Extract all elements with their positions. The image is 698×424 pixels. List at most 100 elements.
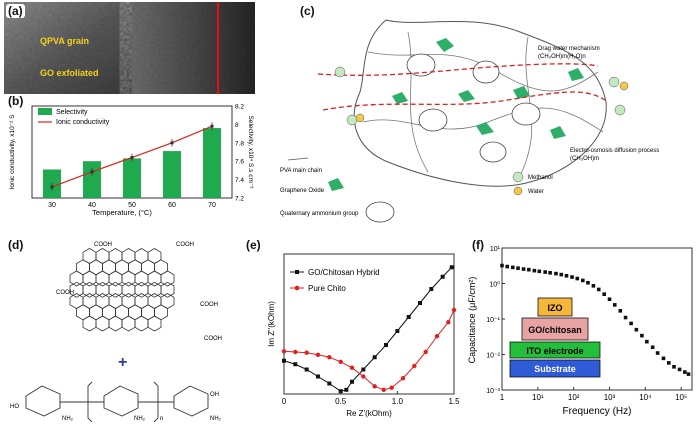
go-hexagon (147, 270, 162, 287)
hybrid-point (372, 355, 377, 360)
legend-marker-hybrid (295, 270, 299, 274)
chart-e-xlabel: Re Z'(kOhm) (346, 409, 392, 418)
hybrid-point (304, 367, 309, 372)
capacitance-point (554, 271, 558, 276)
legend-methanol: Methanol (528, 175, 553, 181)
go-hexagon (82, 315, 97, 332)
sem-right-region (132, 2, 255, 94)
capacitance-point (521, 267, 526, 271)
sem-arrow-icon (216, 92, 220, 94)
methanol-molecule (346, 114, 358, 126)
hybrid-point (361, 367, 366, 372)
device-stack-inset: IZO GO/chitosan ITO electrode Substrate (509, 297, 601, 378)
go-hexagon (69, 270, 84, 287)
go-hexagon (108, 315, 123, 332)
chitosan-point (281, 349, 287, 354)
chart-e-xtick-label: 1.5 (448, 397, 460, 406)
chart-f-xtick-label: 10¹ (532, 393, 544, 402)
go-cooh-label: COOH (56, 290, 74, 296)
legend-label-conductivity: Ionic conductivity (56, 119, 110, 126)
capacitance-point (655, 351, 660, 355)
selectivity-bar (83, 161, 101, 198)
drag-path (317, 63, 599, 76)
legend-label-chitosan: Pure Chito (308, 284, 346, 293)
hybrid-point (440, 274, 445, 279)
panel-b-chart: 30 40 50 60 70 7.2 7.4 7.6 7.8 8 8.2 Selectivity … (4, 94, 255, 218)
chitosan-nh2-label: NH₂ (134, 416, 146, 422)
panel-f-label: (f) (470, 238, 486, 252)
hybrid-point (406, 315, 411, 319)
go-hexagon (134, 315, 149, 332)
methanol-molecule (614, 104, 626, 116)
selectivity-bar (163, 151, 181, 198)
chart-b-ytick-right-label: 8 (235, 122, 239, 129)
go-cooh-label: COOH (200, 302, 218, 308)
panel-e-label: (e) (244, 238, 263, 252)
chart-f-xtick-label: 10⁴ (639, 393, 652, 402)
capacitance-point (683, 370, 687, 374)
panel-f-chart: 1 10¹ 10² 10³ 10⁴ 10⁵ 10⁻³ 10⁻² 10⁻¹ 10⁰ 10¹ IZO … (466, 236, 696, 422)
go-hexagon (147, 281, 162, 298)
capacitance-point (666, 361, 671, 365)
hybrid-point (316, 374, 320, 379)
go-hexagon (121, 270, 136, 287)
panel-e-chart: 0 0.5 1.0 1.5 GO/Chitosan Hybrid Pure Chito… (242, 236, 462, 422)
capacitance-point (537, 269, 542, 274)
sem-left-region (4, 2, 132, 94)
panel-d-label: (d) (6, 238, 26, 252)
legend-go-swatch (328, 178, 344, 191)
layer-izo (537, 297, 573, 317)
chart-b-xtick-label: 40 (88, 202, 96, 209)
capacitance-point (634, 327, 639, 332)
go-hexagon (160, 281, 175, 298)
go-hexagon (121, 281, 136, 298)
legend-pva: PVA main chain (280, 168, 322, 174)
methanol-molecule (334, 66, 346, 78)
layer-ito (509, 341, 601, 359)
legend-marker-chitosan (294, 285, 300, 291)
legend-methanol-swatch (512, 171, 524, 183)
capacitance-point (640, 333, 644, 338)
capacitance-point (543, 270, 547, 274)
panel-d-structures: COOH COOH COOH COOH COOH + HO NH₂ NH₂ NH… (4, 236, 240, 422)
capacitance-point (527, 267, 531, 272)
hybrid-point (429, 287, 434, 291)
go-hexagon (82, 281, 97, 298)
capacitance-point (532, 268, 537, 273)
capacitance-point (672, 365, 676, 369)
hybrid-point (293, 362, 298, 367)
selectivity-bar (203, 128, 221, 198)
chitosan-point (315, 352, 321, 357)
layer-go-chitosan (521, 317, 589, 341)
hybrid-point (418, 301, 422, 305)
capacitance-point (591, 284, 596, 288)
layer-izo-label: IZO (548, 303, 563, 313)
legend-swatch-selectivity (38, 108, 52, 115)
chitosan-point (338, 359, 343, 364)
chart-e-xtick-label: 1.0 (392, 397, 404, 406)
selectivity-conductivity-chart: 30 40 50 60 70 7.27.47.67.888.2 Selectivity … (9, 104, 254, 218)
go-hexagon (147, 315, 162, 332)
chitosan-point (389, 385, 394, 390)
chitosan-point (293, 349, 298, 355)
chitosan-point (451, 307, 457, 313)
sem-label-qpva: QPVA grain (40, 36, 89, 46)
capacitance-point (564, 273, 569, 278)
chitosan-point (400, 376, 406, 381)
chart-f-xtick-label: 10² (568, 393, 580, 402)
chart-e-xtick-label: 0 (282, 397, 287, 406)
drag-formula: (CH₃OH)m(H₂O)n (538, 54, 586, 60)
chart-f-ytick-label: 10⁻³ (486, 388, 500, 395)
go-hexagon (95, 315, 110, 332)
graphene-oxide-structure (69, 248, 175, 332)
chart-b-ytick-right-label: 7.8 (235, 140, 244, 147)
panel-a-label: (a) (6, 4, 25, 18)
go-hexagon (108, 281, 123, 298)
chitosan-point (372, 384, 377, 389)
chart-f-ytick-label: 10¹ (490, 246, 501, 253)
chart-b-xtick-label: 60 (168, 202, 176, 209)
capacitance-point (686, 372, 691, 376)
legend-label-hybrid: GO/Chitosan Hybrid (308, 268, 380, 277)
chitosan-point (304, 350, 309, 355)
membrane-mechanism-diagram: Drag water mechanism (CH₃OH)m(H₂O)n Elec… (280, 19, 659, 223)
